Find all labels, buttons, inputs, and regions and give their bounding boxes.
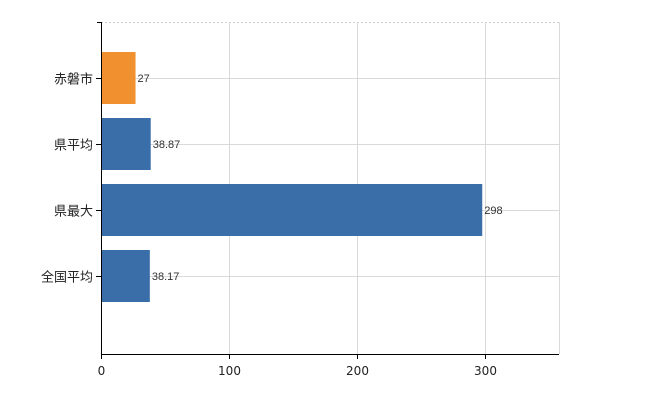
axes [96, 22, 559, 359]
bars [102, 52, 483, 302]
data-label: 27 [138, 73, 150, 85]
x-tick-label: 200 [346, 364, 369, 378]
bar [102, 184, 483, 236]
x-tick-label: 0 [98, 364, 106, 378]
grid-lines [101, 22, 560, 354]
data-label: 38.17 [152, 271, 180, 283]
data-label: 298 [484, 205, 502, 217]
x-tick-label: 100 [218, 364, 241, 378]
bar [102, 52, 136, 104]
x-tick-label: 300 [474, 364, 497, 378]
category-label: 県最大 [54, 205, 93, 220]
category-label: 赤磐市 [54, 72, 93, 88]
bar [102, 118, 151, 170]
category-label: 全国平均 [41, 270, 93, 286]
category-label: 県平均 [54, 139, 93, 154]
bar [102, 250, 150, 302]
data-label: 38.87 [153, 139, 181, 151]
